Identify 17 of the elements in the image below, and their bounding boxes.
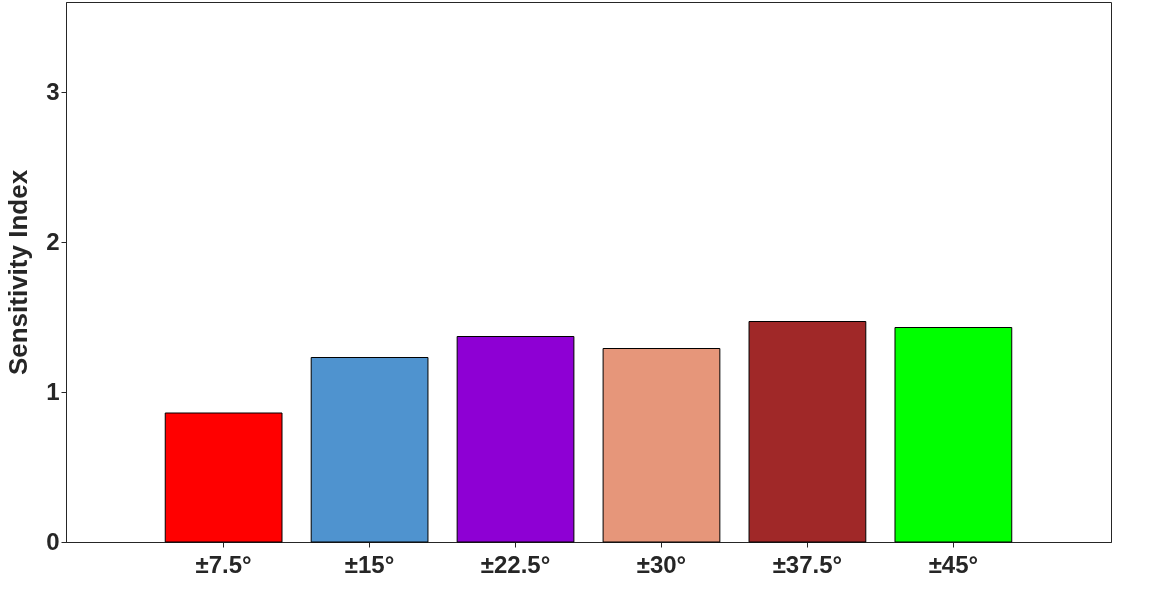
x-tick-label: ±45° — [928, 550, 979, 578]
bar — [164, 412, 283, 543]
bar — [456, 336, 575, 543]
y-axis-title: Sensitivity Index — [3, 169, 34, 376]
bar — [602, 348, 721, 543]
y-tick-label: 1 — [46, 377, 60, 405]
y-tick-label: 2 — [46, 227, 60, 255]
x-tick-label: ±22.5° — [480, 550, 551, 578]
x-tick-label: ±30° — [636, 550, 687, 578]
x-tick-label: ±7.5° — [195, 550, 252, 578]
bar — [310, 357, 429, 543]
x-tick-label: ±37.5° — [772, 550, 843, 578]
bar — [748, 321, 867, 543]
y-tick-label: 3 — [46, 77, 60, 105]
y-tick-label: 0 — [46, 527, 60, 555]
x-tick-label: ±15° — [344, 550, 395, 578]
bar — [894, 327, 1013, 543]
